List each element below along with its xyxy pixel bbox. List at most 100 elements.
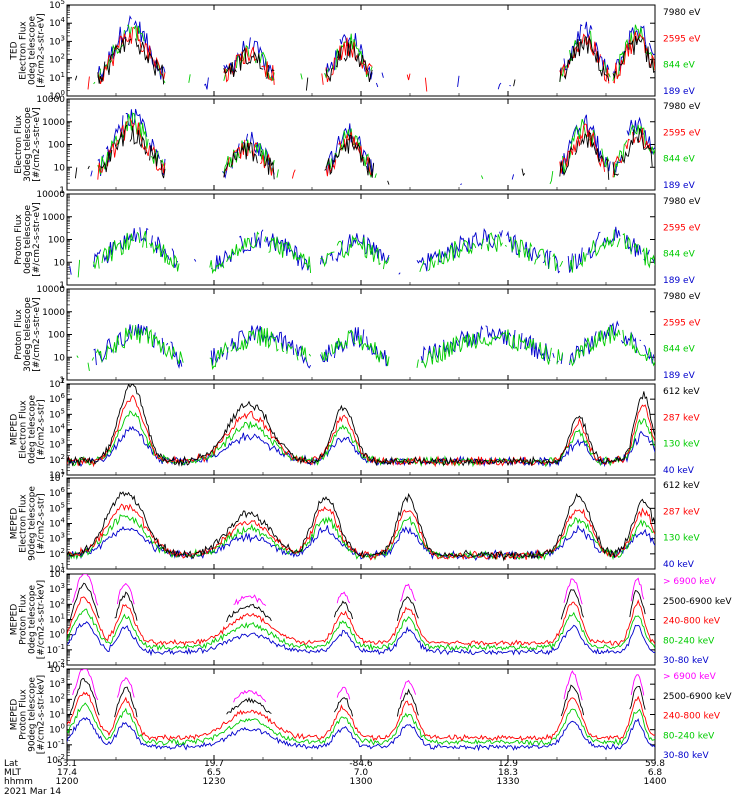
- y-tick-label: 100: [49, 723, 65, 736]
- x-tick-label: -84.6: [349, 759, 373, 769]
- x-tick-label: 17.4: [57, 768, 77, 778]
- panel-ted-electron-30deg: 1 10 100 1000 10000 Electron Flux30deg telesc…: [14, 95, 701, 196]
- legend-entry: 2500-6900 keV: [663, 597, 732, 607]
- x-tick-label: 53.1: [57, 759, 77, 769]
- y-tick-label: 103: [49, 438, 65, 451]
- y-tick-label: 102: [49, 597, 65, 610]
- y-tick-label: 105: [49, 407, 65, 420]
- legend-entry: 844 eV: [663, 250, 696, 260]
- series-line: [67, 410, 655, 468]
- legend-entry: 40 keV: [663, 466, 695, 476]
- y-tick-label: 106: [49, 486, 65, 499]
- legend-entry: 80-240 keV: [663, 636, 715, 646]
- legend-entry: 130 keV: [663, 440, 700, 450]
- y-tick-label: 102: [49, 53, 65, 66]
- legend-entry: 2595 eV: [663, 318, 701, 328]
- y-tick-label: 102: [49, 547, 65, 560]
- legend-entry: 189 eV: [663, 276, 696, 286]
- y-tick-label: 102: [49, 453, 65, 466]
- series-line: [67, 491, 655, 562]
- series-line: [67, 394, 655, 468]
- legend-entry: 7980 eV: [663, 8, 701, 18]
- x-tick-label: 1400: [644, 777, 667, 787]
- y-axis-label: Proton Flux0deg telescope[#/cm2-s-str-eV…: [14, 202, 42, 277]
- y-tick-label: 100: [48, 141, 65, 151]
- plot-frame: [66, 193, 656, 286]
- y-tick-label: 10: [54, 163, 66, 173]
- series-line: [97, 15, 655, 90]
- legend-entry: 287 keV: [663, 507, 700, 517]
- y-tick-label: 10000: [36, 95, 65, 105]
- y-tick-label: 103: [49, 34, 65, 47]
- legend-entry: 30-80 keV: [663, 656, 709, 666]
- series-line: [67, 596, 655, 647]
- legend-entry: 189 eV: [663, 87, 696, 97]
- x-tick-label: 1230: [203, 777, 226, 787]
- series-line: [69, 678, 646, 718]
- plot-frame: [66, 573, 656, 666]
- y-tick-label: 1000: [42, 213, 65, 223]
- legend-entry: 844 eV: [663, 61, 696, 71]
- legend-entry: 7980 eV: [663, 292, 701, 302]
- y-tick-label: 105: [49, 501, 65, 514]
- y-tick-label: 100: [48, 331, 65, 341]
- legend-entry: 612 keV: [663, 481, 700, 491]
- series-line: [76, 324, 655, 371]
- y-tick-label: 101: [49, 71, 65, 84]
- y-tick-label: 106: [49, 392, 65, 405]
- legend-entry: 844 eV: [663, 345, 696, 355]
- y-tick-label: 1000: [42, 118, 65, 128]
- plot-frame: [66, 383, 656, 476]
- y-tick-label: 1: [59, 186, 65, 196]
- series-line: [69, 226, 655, 275]
- y-tick-label: 103: [49, 582, 65, 595]
- series-traces: [67, 491, 655, 562]
- y-axis-label: MEPEDProton Flux90deg telescope[#/cm2-s-…: [10, 675, 47, 754]
- y-tick-label: 1: [59, 376, 65, 386]
- series-line: [74, 35, 655, 91]
- legend-entry: 189 eV: [663, 371, 696, 381]
- series-line: [67, 425, 655, 468]
- legend-entry: 7980 eV: [663, 102, 701, 112]
- legend-entry: > 6900 keV: [663, 577, 717, 587]
- legend-entry: 612 keV: [663, 387, 700, 397]
- series-line: [67, 716, 655, 752]
- legend-entry: 2595 eV: [663, 34, 701, 44]
- legend-entry: 240-800 keV: [663, 617, 721, 627]
- series-line: [72, 669, 645, 703]
- y-tick-label: 105: [49, 0, 65, 11]
- y-tick-label: 101: [49, 708, 65, 721]
- y-tick-label: 104: [49, 423, 65, 436]
- series-line: [72, 574, 645, 607]
- y-tick-label: 104: [49, 16, 65, 29]
- series-traces: [69, 226, 655, 278]
- legend-entry: 189 eV: [663, 181, 696, 191]
- panel-ted-proton-0deg: 1 10 100 1000 10000 Proton Flux0deg telescope…: [14, 190, 701, 291]
- y-tick-label: 107: [49, 377, 65, 390]
- x-row-label: MLT: [4, 768, 22, 778]
- y-axis-label: Electron Flux30deg telescope[#/cm2-s-str…: [14, 107, 42, 182]
- x-tick-label: 18.3: [498, 768, 518, 778]
- x-tick-label: 1330: [497, 777, 520, 787]
- y-tick-label: 102: [49, 692, 65, 705]
- legend-entry: 2595 eV: [663, 223, 701, 233]
- legend-entry: > 6900 keV: [663, 672, 717, 682]
- x-tick-label: 6.5: [207, 768, 221, 778]
- y-tick-label: 10000: [36, 285, 65, 295]
- x-tick-label: 1300: [350, 777, 373, 787]
- legend-entry: 240-800 keV: [663, 712, 721, 722]
- legend-entry: 287 keV: [663, 413, 700, 423]
- series-traces: [67, 669, 655, 752]
- series-line: [67, 608, 655, 652]
- y-axis-label: MEPEDElectron Flux90deg telescope[#/cm2-…: [10, 486, 47, 561]
- legend-entry: 80-240 keV: [663, 731, 715, 741]
- y-tick-label: 101: [49, 613, 65, 626]
- series-line: [67, 691, 655, 742]
- series-line: [67, 384, 655, 467]
- x-tick-label: 19.7: [204, 759, 224, 769]
